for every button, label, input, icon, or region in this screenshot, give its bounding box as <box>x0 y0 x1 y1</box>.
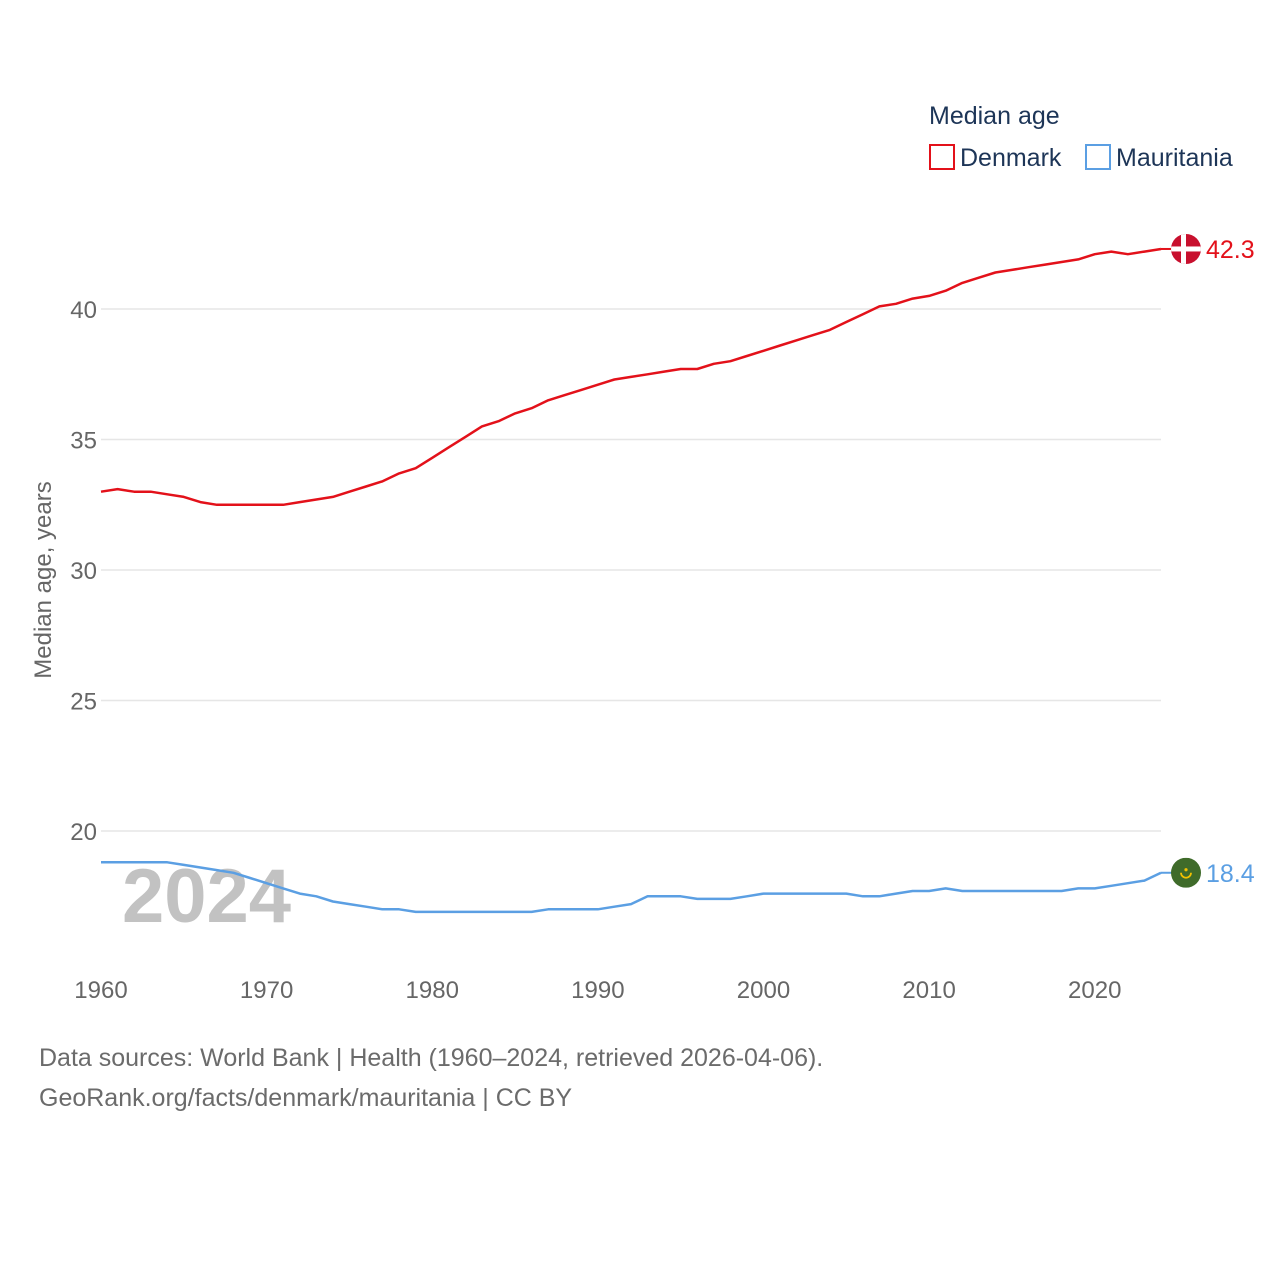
year-watermark: 2024 <box>122 854 291 939</box>
series-lines <box>100 247 1162 914</box>
y-tick-label-30: 30 <box>70 558 97 585</box>
grid-lines <box>101 308 1161 832</box>
legend-item-mauritania[interactable]: Mauritania <box>1085 144 1233 172</box>
legend-title: Median age <box>929 102 1060 130</box>
y-axis-ticks: 20 25 30 35 40 <box>70 297 97 846</box>
legend-swatch-mauritania <box>1085 144 1111 170</box>
x-tick-label-2020: 2020 <box>1068 977 1121 1004</box>
footer-sources: Data sources: World Bank | Health (1960–… <box>39 1044 824 1072</box>
y-tick-label-40: 40 <box>70 297 97 324</box>
legend-swatch-denmark <box>929 144 955 170</box>
denmark-flag-icon <box>1171 233 1201 264</box>
x-tick-label-1960: 1960 <box>74 977 127 1004</box>
y-tick-label-35: 35 <box>70 428 97 455</box>
end-value-label-denmark: 42.3 <box>1206 236 1255 264</box>
legend-item-denmark[interactable]: Denmark <box>929 144 1062 172</box>
x-tick-label-1990: 1990 <box>571 977 624 1004</box>
y-tick-label-25: 25 <box>70 689 97 716</box>
series-line-mauritania <box>101 861 1162 914</box>
x-tick-label-2010: 2010 <box>902 977 955 1004</box>
x-tick-label-1980: 1980 <box>406 977 459 1004</box>
x-tick-label-2000: 2000 <box>737 977 790 1004</box>
end-value-label-mauritania: 18.4 <box>1206 860 1255 888</box>
series-line-denmark <box>100 247 1162 507</box>
mauritania-flag-icon <box>1171 857 1201 888</box>
legend-label-mauritania: Mauritania <box>1116 144 1233 172</box>
x-tick-label-1970: 1970 <box>240 977 293 1004</box>
x-axis-ticks: 1960 1970 1980 1990 2000 2010 2020 <box>74 977 1121 1004</box>
end-markers: 42.3 18.4 <box>1161 233 1255 888</box>
y-axis-label: Median age, years <box>30 481 57 678</box>
legend: Median age Denmark Mauritania <box>929 102 1233 172</box>
y-tick-label-20: 20 <box>70 819 97 846</box>
legend-label-denmark: Denmark <box>960 144 1062 172</box>
footer-attribution: GeoRank.org/facts/denmark/mauritania | C… <box>39 1084 573 1112</box>
